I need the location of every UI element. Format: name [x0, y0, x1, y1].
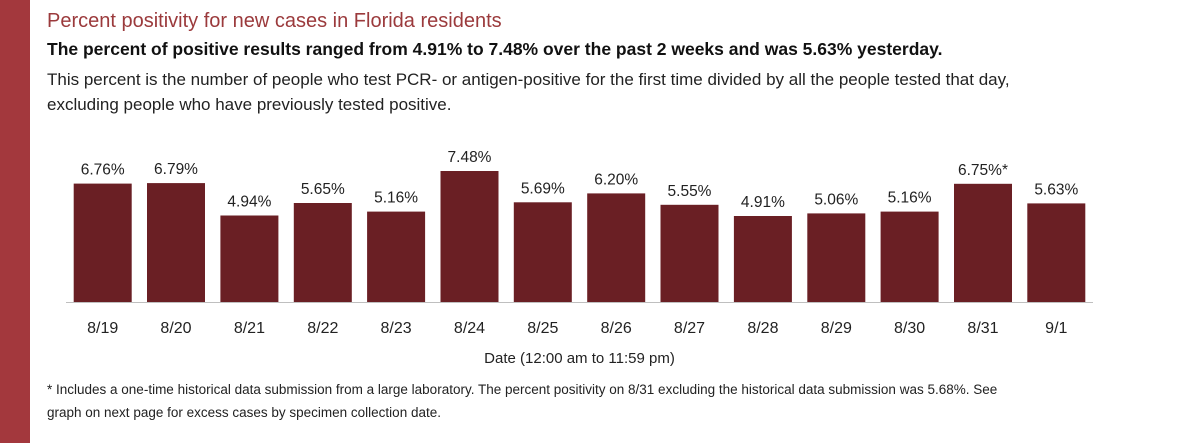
bar-8/25: [513, 202, 572, 302]
bar-8/19: [73, 183, 132, 302]
data-label-8/30: 5.16%: [888, 190, 932, 207]
bar-8/22: [293, 203, 352, 302]
data-label-8/20: 6.79%: [154, 161, 198, 178]
footnote-line-1: * Includes a one-time historical data su…: [47, 382, 998, 397]
data-label-8/22: 5.65%: [301, 181, 345, 198]
tick-label-8/31: 8/31: [967, 320, 998, 337]
data-label-8/21: 4.94%: [227, 194, 271, 211]
data-label-8/29: 5.06%: [814, 191, 858, 208]
description-line-1: This percent is the number of people who…: [47, 70, 1010, 89]
x-axis-label: Date (12:00 am to 11:59 pm): [484, 350, 675, 367]
tick-label-8/24: 8/24: [454, 320, 485, 337]
data-label-8/25: 5.69%: [521, 180, 565, 197]
chart-subtitle: The percent of positive results ranged f…: [47, 39, 943, 59]
tick-label-8/20: 8/20: [160, 320, 191, 337]
tick-label-8/28: 8/28: [747, 320, 778, 337]
footnote: * Includes a one-time historical data su…: [47, 378, 1167, 424]
data-labels-group: 6.76% 6.79% 4.94% 5.65% 5.16% 7.48% 5.69% 6.20%…: [81, 149, 1079, 211]
tick-label-9/1: 9/1: [1045, 320, 1067, 337]
left-accent-bar: [0, 0, 30, 443]
bar-8/24: [440, 171, 499, 302]
tick-label-8/25: 8/25: [527, 320, 558, 337]
chart-description: This percent is the number of people who…: [47, 67, 1167, 117]
bar-8/20: [147, 183, 205, 302]
data-label-8/26: 6.20%: [594, 171, 638, 188]
tick-label-8/23: 8/23: [381, 320, 412, 337]
data-label-9/1: 5.63%: [1034, 181, 1078, 198]
tick-label-8/29: 8/29: [821, 320, 852, 337]
bar-8/31: [954, 183, 1012, 302]
data-label-8/31: 6.75%*: [958, 162, 1008, 179]
description-line-2: excluding people who have previously tes…: [47, 95, 452, 114]
bar-8/29: [807, 213, 866, 302]
bar-9/1: [1027, 203, 1086, 302]
chart-title: Percent positivity for new cases in Flor…: [47, 10, 502, 32]
bar-8/27: [660, 204, 719, 302]
data-label-8/24: 7.48%: [448, 149, 492, 166]
bar-8/23: [367, 211, 426, 302]
data-label-8/23: 5.16%: [374, 190, 418, 207]
bar-8/30: [880, 211, 939, 302]
data-label-8/28: 4.91%: [741, 194, 785, 211]
tick-label-8/21: 8/21: [234, 320, 265, 337]
tick-label-8/22: 8/22: [307, 320, 338, 337]
data-label-8/19: 6.76%: [81, 162, 125, 179]
tick-label-8/30: 8/30: [894, 320, 925, 337]
footnote-line-2: graph on next page for excess cases by s…: [47, 405, 441, 420]
bar-8/26: [587, 193, 646, 302]
bar-8/21: [220, 215, 279, 302]
bars-group: [73, 171, 1086, 302]
tick-labels-group: 8/19 8/20 8/21 8/22 8/23 8/24 8/25 8/26 8/27 8/28…: [87, 320, 1067, 337]
data-label-8/27: 5.55%: [668, 183, 712, 200]
tick-label-8/27: 8/27: [674, 320, 705, 337]
tick-label-8/26: 8/26: [601, 320, 632, 337]
bar-8/28: [733, 216, 792, 302]
tick-label-8/19: 8/19: [87, 320, 118, 337]
